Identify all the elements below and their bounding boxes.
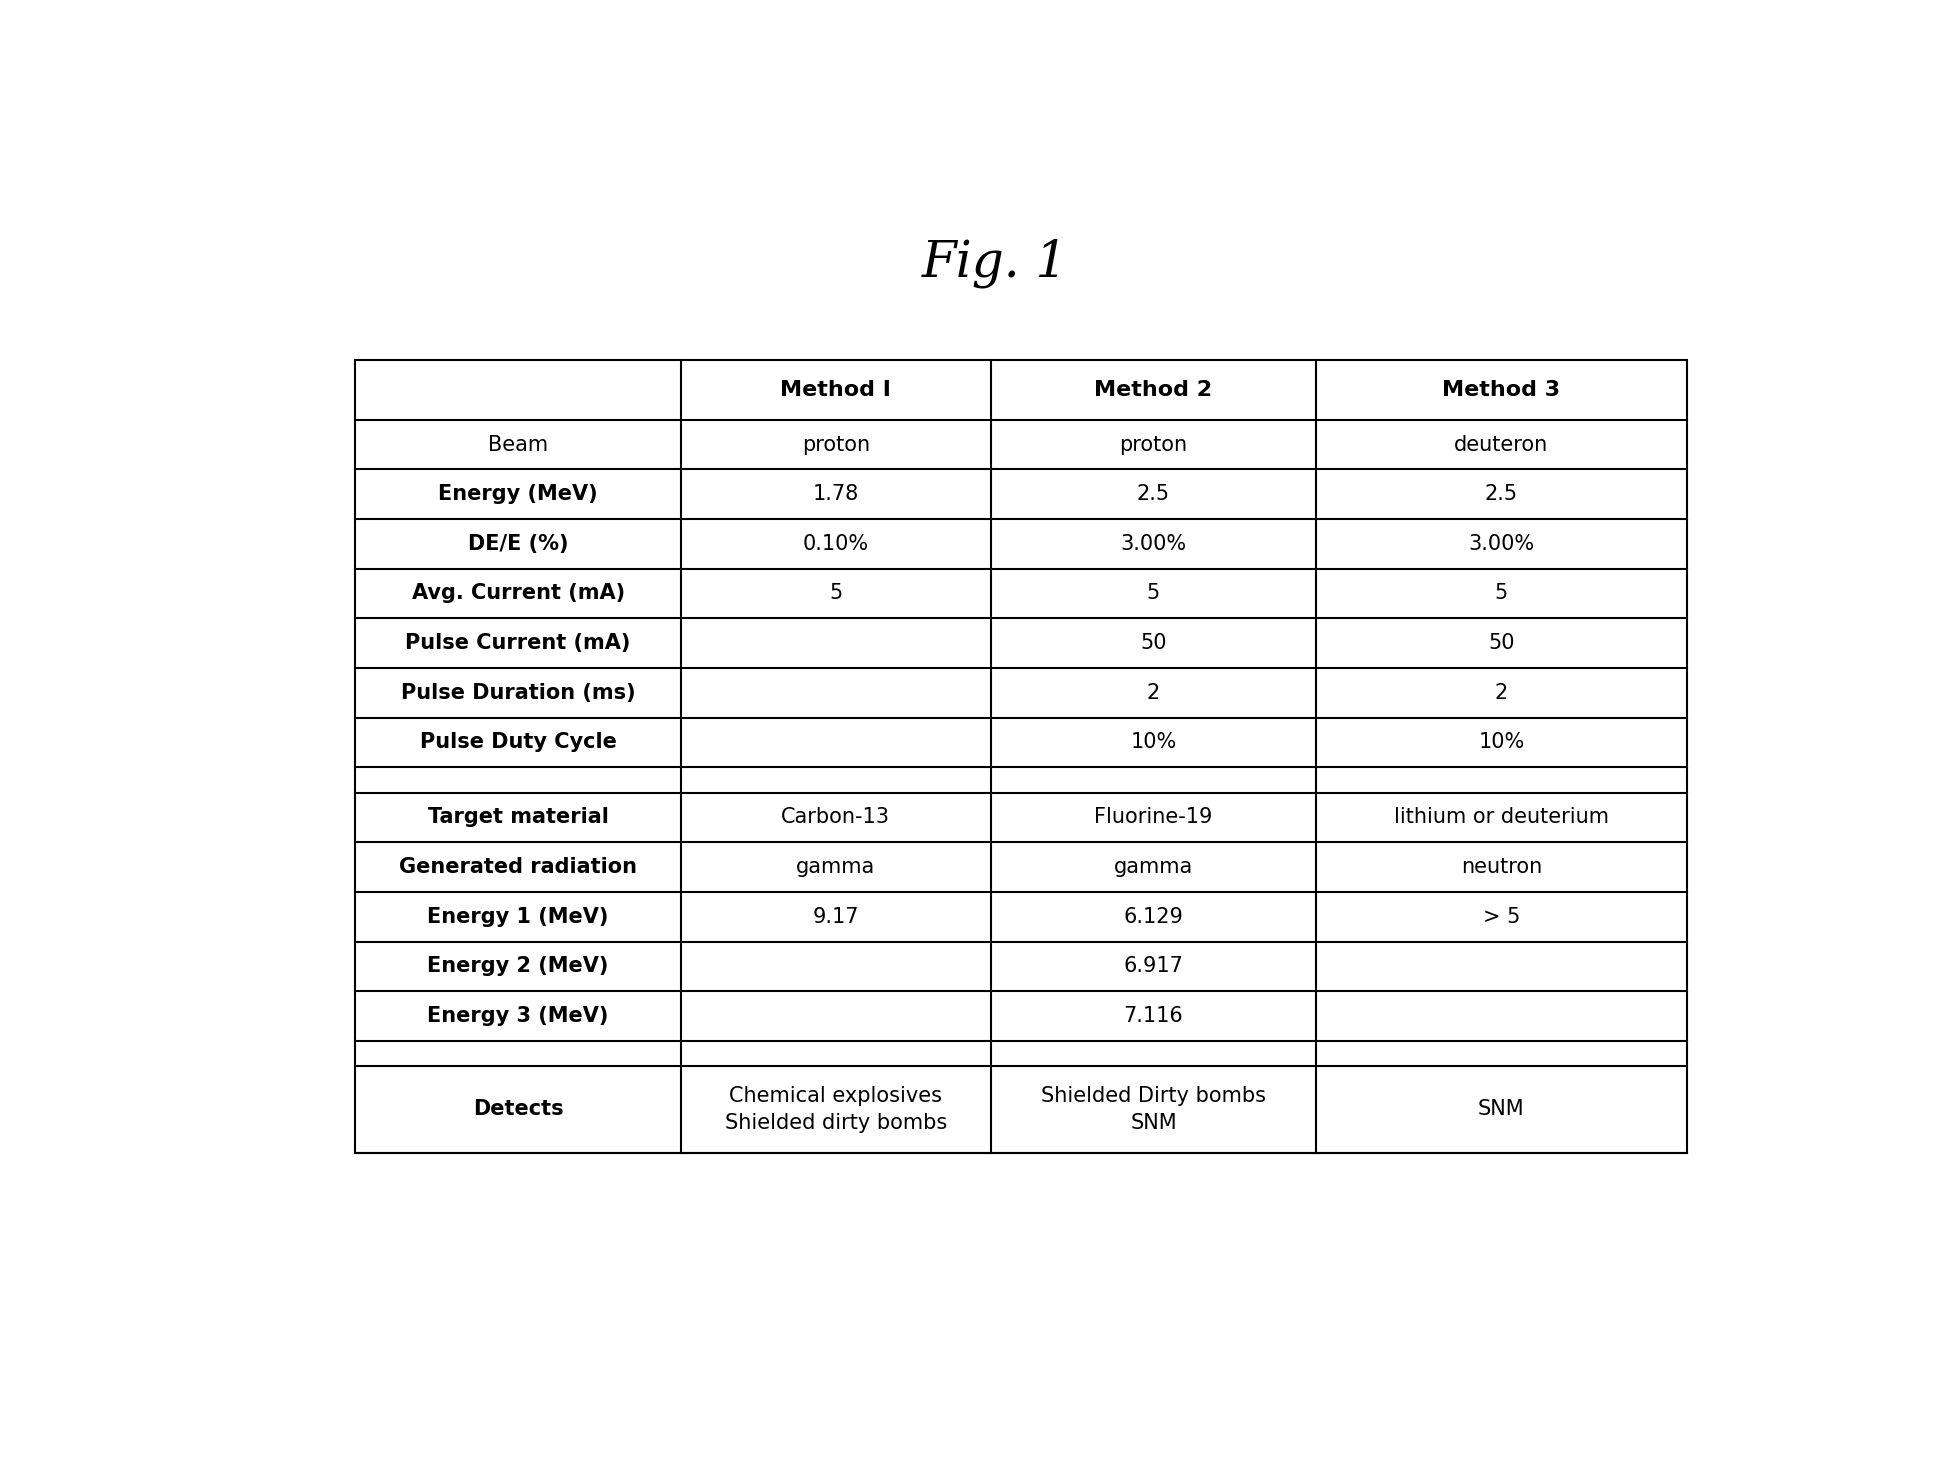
Text: 2: 2 (1495, 683, 1508, 703)
Text: 6.129: 6.129 (1124, 907, 1184, 927)
Text: 0.10%: 0.10% (804, 534, 870, 553)
Text: Detects: Detects (474, 1099, 563, 1120)
Text: 5: 5 (1495, 583, 1508, 603)
Text: SNM: SNM (1479, 1099, 1526, 1120)
Text: 6.917: 6.917 (1124, 957, 1184, 976)
Text: 10%: 10% (1130, 732, 1176, 753)
Text: Carbon-13: Carbon-13 (782, 808, 891, 827)
Text: Beam: Beam (487, 435, 547, 454)
Text: Avg. Current (mA): Avg. Current (mA) (411, 583, 625, 603)
Text: 10%: 10% (1479, 732, 1524, 753)
Text: proton: proton (1120, 435, 1188, 454)
Text: Target material: Target material (427, 808, 609, 827)
Text: Pulse Duty Cycle: Pulse Duty Cycle (419, 732, 617, 753)
Text: neutron: neutron (1462, 856, 1541, 877)
Text: gamma: gamma (1114, 856, 1194, 877)
Text: Fluorine-19: Fluorine-19 (1095, 808, 1213, 827)
Text: 7.116: 7.116 (1124, 1006, 1184, 1026)
Text: lithium or deuterium: lithium or deuterium (1394, 808, 1609, 827)
Text: Method I: Method I (780, 380, 891, 399)
Text: Pulse Duration (ms): Pulse Duration (ms) (400, 683, 635, 703)
Text: 5: 5 (1147, 583, 1161, 603)
Text: 1.78: 1.78 (813, 484, 858, 504)
Text: Method 3: Method 3 (1442, 380, 1561, 399)
Text: DE/E (%): DE/E (%) (468, 534, 569, 553)
Text: proton: proton (802, 435, 870, 454)
Text: Energy 2 (MeV): Energy 2 (MeV) (427, 957, 609, 976)
Text: 50: 50 (1139, 633, 1167, 654)
Text: 50: 50 (1489, 633, 1514, 654)
Text: > 5: > 5 (1483, 907, 1520, 927)
Text: 3.00%: 3.00% (1467, 534, 1535, 553)
Text: 9.17: 9.17 (813, 907, 860, 927)
Bar (355, 359, 1687, 1152)
Text: 2: 2 (1147, 683, 1161, 703)
Text: gamma: gamma (796, 856, 875, 877)
Text: 2.5: 2.5 (1137, 484, 1170, 504)
Text: Shielded Dirty bombs
SNM: Shielded Dirty bombs SNM (1040, 1086, 1266, 1133)
Text: Method 2: Method 2 (1095, 380, 1213, 399)
Text: deuteron: deuteron (1454, 435, 1549, 454)
Text: Pulse Current (mA): Pulse Current (mA) (406, 633, 631, 654)
Text: Generated radiation: Generated radiation (400, 856, 637, 877)
Text: Energy (MeV): Energy (MeV) (439, 484, 598, 504)
Text: Chemical explosives
Shielded dirty bombs: Chemical explosives Shielded dirty bombs (724, 1086, 947, 1133)
Text: 2.5: 2.5 (1485, 484, 1518, 504)
Text: Energy 1 (MeV): Energy 1 (MeV) (427, 907, 609, 927)
Text: Fig. 1: Fig. 1 (922, 238, 1068, 287)
Text: 3.00%: 3.00% (1120, 534, 1186, 553)
Text: Energy 3 (MeV): Energy 3 (MeV) (427, 1006, 609, 1026)
Text: 5: 5 (829, 583, 842, 603)
